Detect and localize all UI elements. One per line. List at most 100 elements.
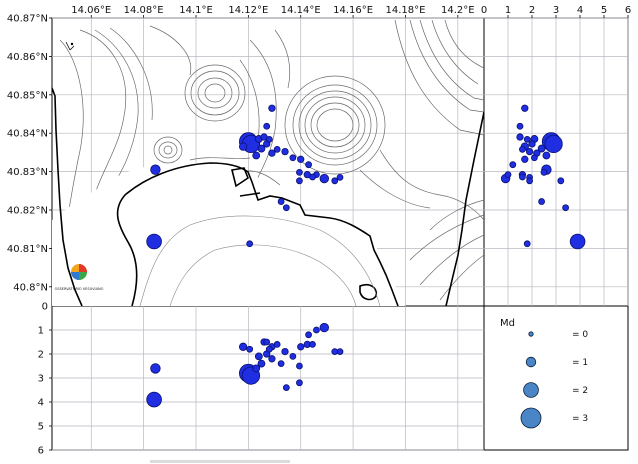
earthquake-point-depth-lat xyxy=(516,133,524,141)
earthquake-point-depth-lat xyxy=(523,135,531,143)
top-depth-tick-label: 2 xyxy=(529,5,535,16)
earthquake-point xyxy=(289,154,297,162)
legend-label: = 1 xyxy=(572,358,588,368)
earthquake-point-depth-lon xyxy=(238,342,248,351)
depth-tick-label: 2 xyxy=(38,350,44,361)
earthquake-point-depth-lat xyxy=(562,204,569,212)
earthquake-point xyxy=(257,144,266,153)
earthquake-point-depth-lat xyxy=(528,140,536,148)
legend-marker xyxy=(525,356,537,368)
earthquake-point-depth-lat xyxy=(525,147,534,156)
lat-tick-label: 40.83°N xyxy=(7,167,48,178)
earthquake-point-depth-lon xyxy=(282,384,290,391)
earthquake-point-depth-lat xyxy=(523,240,531,248)
lat-depth-earthquakes xyxy=(500,104,586,250)
earthquake-point-depth-lat xyxy=(521,104,529,112)
depth-tick-label: 5 xyxy=(38,422,44,433)
earthquake-point-depth-lon xyxy=(273,341,281,348)
earthquake-point xyxy=(296,177,303,185)
top-depth-tick-label: 1 xyxy=(505,5,511,16)
legend-title: Md xyxy=(500,318,515,329)
lon-tick-label: 14.1°E xyxy=(179,5,213,16)
lat-tick-label: 40.85°N xyxy=(7,90,48,101)
legend-marker xyxy=(523,382,539,398)
earthquake-point-depth-lat xyxy=(509,161,517,169)
earthquake-point-depth-lon xyxy=(297,343,305,351)
top-depth-tick-label: 4 xyxy=(577,5,583,16)
legend-label: = 2 xyxy=(572,386,588,396)
earthquake-point-depth-lon xyxy=(319,322,329,333)
lat-tick-label: 40.82°N xyxy=(7,206,48,217)
magnitude-legend: = 0 = 1 = 2 = 3 xyxy=(520,330,588,429)
earthquake-point-depth-lon xyxy=(246,345,254,353)
map-earthquakes xyxy=(146,104,344,250)
earthquake-point-depth-lat xyxy=(526,177,533,185)
depth-lon-grid xyxy=(49,306,484,451)
earthquake-point-depth-lon xyxy=(150,363,161,374)
earthquake-point-depth-lat xyxy=(531,154,538,162)
lat-tick-label: 40.8°N xyxy=(13,282,48,293)
earthquake-point-depth-lon xyxy=(268,355,276,363)
earthquake-point xyxy=(263,122,271,130)
earthquake-point-depth-lon xyxy=(265,345,273,353)
top-depth-tick-label: 6 xyxy=(625,5,631,16)
earthquake-point-depth-lon xyxy=(331,348,339,355)
lon-depth-earthquakes xyxy=(146,322,344,408)
earthquake-point-depth-lat xyxy=(537,144,546,153)
earthquake-point xyxy=(336,173,344,181)
earthquake-point xyxy=(305,161,312,169)
earthquake-point-depth-lat xyxy=(557,177,565,185)
lon-tick-label: 14.08°E xyxy=(124,5,164,16)
bathymetry-contours xyxy=(139,215,381,306)
lon-tick-label: 14.12°E xyxy=(228,5,268,16)
lon-tick-label: 14.16°E xyxy=(333,5,373,16)
earthquake-point xyxy=(265,135,273,143)
earthquake-point-depth-lon xyxy=(254,352,263,361)
earthquake-point-depth-lon xyxy=(257,359,266,368)
earthquake-point xyxy=(238,142,248,151)
depth-lat-grid xyxy=(484,15,629,306)
earthquake-point-depth-lat xyxy=(521,155,529,163)
lon-tick-label: 14.06°E xyxy=(71,5,111,16)
earthquake-point-depth-lon xyxy=(313,326,320,334)
depth-tick-label: 4 xyxy=(38,398,44,409)
gulf-of-pozzuoli xyxy=(52,162,405,306)
earthquake-point xyxy=(273,145,281,153)
svg-text:OSSERVATORIO VESUVIANO: OSSERVATORIO VESUVIANO xyxy=(55,287,104,291)
topography-contours xyxy=(59,19,484,301)
earthquake-point-depth-lon xyxy=(305,331,312,339)
lat-tick-label: 40.86°N xyxy=(7,52,48,63)
earthquake-point-depth-lat xyxy=(542,151,551,160)
lon-tick-label: 14.2°E xyxy=(441,5,475,16)
depth-tick-label: 6 xyxy=(38,446,44,457)
depth-top-tick-labels: 0 1 2 3 4 5 6 xyxy=(481,5,631,16)
legend-label: = 3 xyxy=(572,414,588,424)
earthquake-point-depth-lon xyxy=(296,379,303,387)
earthquake-point xyxy=(319,173,329,184)
legend-marker xyxy=(520,407,542,429)
earthquake-point xyxy=(246,240,254,248)
horizontal-scrollbar[interactable] xyxy=(150,460,290,463)
ov-logo: OSSERVATORIO VESUVIANO xyxy=(55,264,104,291)
earthquake-point-depth-lat xyxy=(519,173,526,181)
depth-tick-label: 1 xyxy=(38,326,44,337)
top-depth-tick-label: 5 xyxy=(601,5,607,16)
longitude-tick-labels: 14.06°E 14.08°E 14.1°E 14.12°E 14.14°E 14.16°… xyxy=(71,5,474,16)
earthquake-point-depth-lat xyxy=(544,134,563,154)
top-depth-tick-label: 3 xyxy=(553,5,559,16)
latitude-tick-labels: 40.87°N 40.86°N 40.85°N 40.84°N 40.83°N 40.82… xyxy=(7,14,48,313)
lat-tick-label: 40.87°N xyxy=(7,14,48,25)
earthquake-point xyxy=(309,173,316,181)
earthquake-point-depth-lat xyxy=(540,168,548,176)
map-zero-label: 0 xyxy=(42,302,48,313)
earthquake-point-depth-lon xyxy=(263,338,271,346)
earthquake-point xyxy=(297,155,305,163)
magnitude-legend-panel xyxy=(483,305,629,451)
legend-marker xyxy=(528,331,534,337)
earthquake-point-depth-lat xyxy=(519,145,526,153)
top-zero-label: 0 xyxy=(481,5,487,16)
earthquake-point-depth-lon xyxy=(281,347,289,356)
earthquake-point-depth-lon xyxy=(289,353,297,360)
earthquake-point xyxy=(282,204,290,212)
